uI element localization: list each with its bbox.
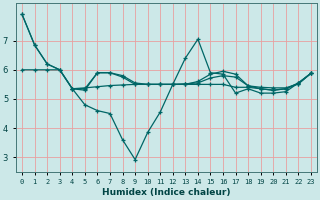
X-axis label: Humidex (Indice chaleur): Humidex (Indice chaleur) [102,188,231,197]
